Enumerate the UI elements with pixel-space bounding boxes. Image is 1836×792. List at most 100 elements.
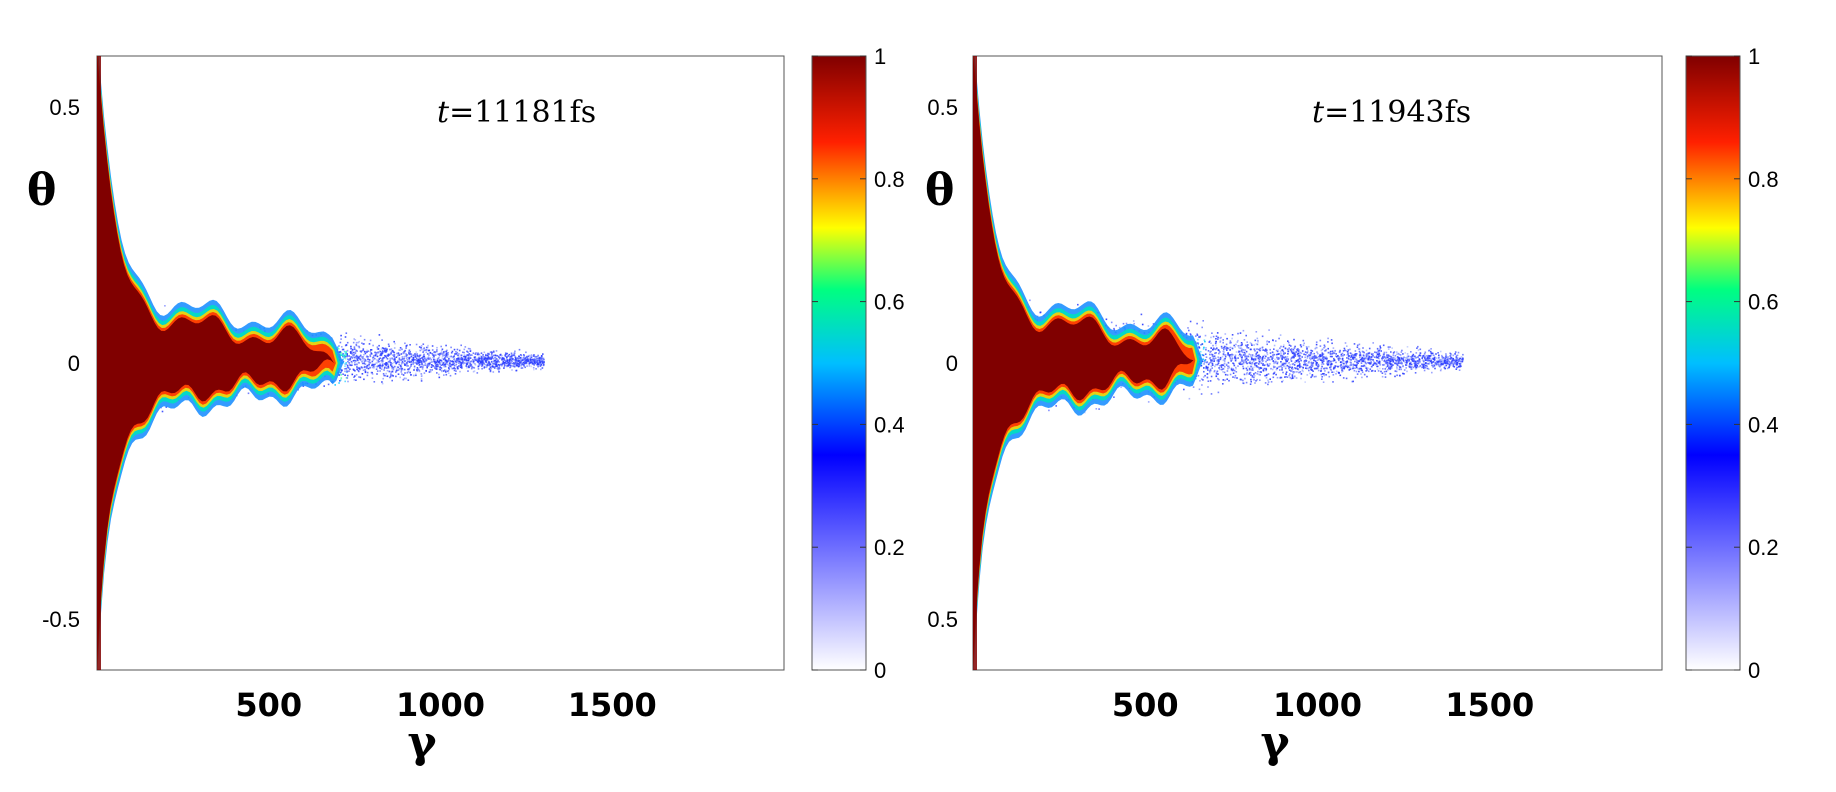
halo-point [495,362,497,364]
halo-point [1357,348,1360,350]
halo-point [414,356,417,358]
halo-point [431,361,433,363]
halo-point [1252,358,1255,361]
halo-point [441,357,444,359]
halo-point [1432,361,1435,363]
halo-point [375,362,378,364]
halo-point [1267,383,1269,386]
halo-point [1229,340,1232,342]
halo-point [1212,358,1214,360]
halo-point [1456,361,1459,364]
halo-point [433,360,436,363]
halo-point [1405,364,1408,366]
halo-point [509,358,511,361]
halo-point [1260,357,1262,359]
halo-point [1399,359,1401,362]
halo-point [345,367,347,370]
halo-point [380,368,383,370]
halo-point [376,355,379,358]
halo-point [1423,367,1425,369]
halo-point [535,355,538,358]
halo-point [1428,357,1431,360]
halo-point [508,353,511,356]
halo-point [497,363,500,366]
halo-point [473,370,476,372]
halo-point [407,351,410,353]
halo-point [1200,344,1202,346]
halo-point [457,357,460,360]
halo-point [350,352,352,354]
halo-point [409,353,412,356]
halo-point [478,353,481,355]
halo-point [340,371,342,374]
halo-point [323,385,325,387]
halo-point [1368,347,1371,350]
halo-point [1435,360,1438,363]
halo-point [525,357,527,359]
halo-point [456,348,459,351]
halo-point [496,362,498,364]
halo-point [448,358,450,360]
halo-point [443,365,445,367]
halo-point [1345,361,1348,363]
halo-point [1391,367,1393,369]
halo-point [1200,364,1203,367]
halo-point [420,380,423,382]
halo-point [1389,366,1392,368]
halo-point [371,377,374,379]
halo-point [1445,355,1447,357]
halo-point [1249,362,1252,365]
halo-point [1335,353,1337,355]
halo-point [1360,362,1363,364]
halo-point [1224,379,1226,382]
halo-point [1383,360,1385,362]
halo-point [540,363,542,365]
halo-point [1234,355,1236,358]
halo-point [1444,356,1447,358]
halo-point [458,365,460,368]
halo-point [536,358,539,361]
halo-point [393,354,396,356]
halo-point [524,362,526,365]
halo-point [459,356,461,359]
colorbar-tick-label: 1 [1748,44,1760,69]
halo-point [1354,376,1357,379]
halo-point [1415,352,1418,354]
halo-point [1253,374,1256,377]
halo-point [1444,367,1446,370]
halo-point [369,355,372,358]
colorbar-tick-label: 0.6 [1748,290,1779,315]
halo-point [445,369,447,372]
halo-point [1431,362,1433,365]
halo-point [1293,375,1296,378]
halo-point [1325,357,1327,359]
halo-point [1344,349,1346,352]
halo-point [1421,359,1424,361]
halo-point [431,369,433,371]
halo-point [1355,365,1358,367]
halo-point [1152,323,1155,325]
halo-point [1394,370,1397,372]
halo-point [1285,371,1288,373]
halo-point [1240,342,1243,344]
halo-point [459,354,462,357]
halo-point [1396,356,1399,359]
halo-point [1428,349,1431,352]
halo-point [1460,356,1463,358]
halo-point [503,365,506,368]
halo-point [1242,382,1245,385]
halo-point [1205,356,1208,358]
halo-point [1258,361,1261,363]
halo-point [1321,355,1324,357]
halo-point [1425,362,1427,365]
halo-point [1341,371,1343,373]
halo-point [426,365,428,367]
halo-point [1439,363,1442,366]
halo-point [438,361,440,364]
halo-point [1257,357,1260,360]
halo-point [1233,364,1236,367]
colorbar [811,55,867,671]
halo-point [385,356,388,359]
x-tick-label: 1000 [1273,686,1362,724]
halo-point [1284,362,1287,365]
